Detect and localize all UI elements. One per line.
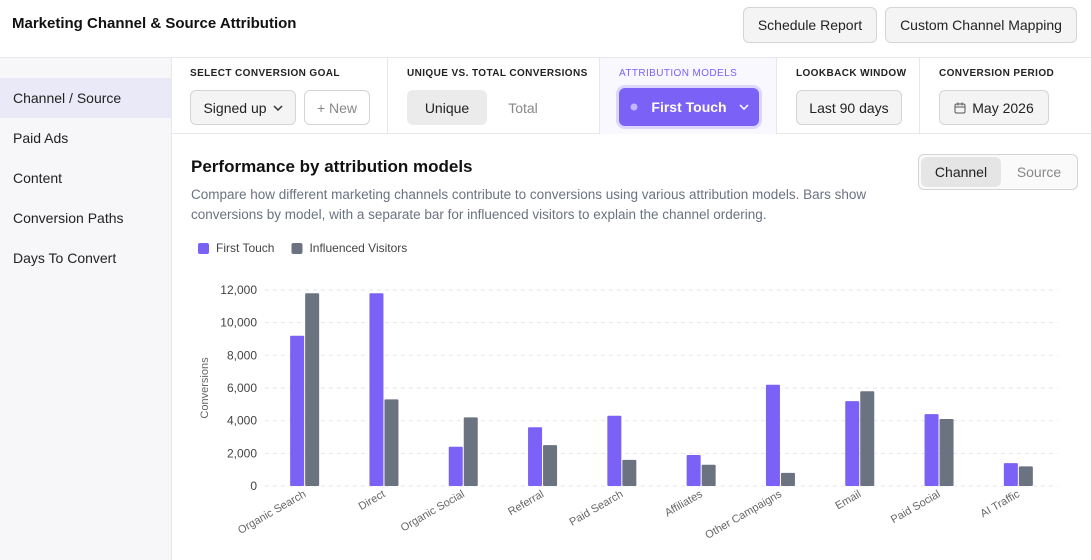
x-tick-label: Organic Search [236, 488, 308, 537]
date-picker[interactable]: May 2026 [939, 90, 1049, 125]
bar [1003, 463, 1018, 486]
bar [622, 459, 637, 486]
x-tick-label: Referral [506, 488, 546, 518]
y-tick-label: 10,000 [220, 316, 257, 330]
x-tick-label: Paid Social [889, 488, 943, 526]
y-tick-label: 4,000 [227, 414, 257, 428]
bar [1018, 466, 1033, 486]
bar [780, 472, 795, 486]
filter: LOOKBACK WINDOW Last 90 days [777, 58, 920, 134]
x-tick-label: AI Traffic [978, 488, 1022, 520]
y-tick-label: 0 [250, 479, 257, 493]
filter-label: SELECT CONVERSION GOAL [190, 68, 340, 79]
bar [290, 335, 305, 486]
dropdown[interactable]: First Touch [619, 88, 759, 126]
bar [701, 464, 716, 486]
toggle-option[interactable]: Channel [921, 157, 1001, 187]
date-text: May 2026 [972, 99, 1034, 116]
bar [528, 427, 543, 486]
y-tick-label: 2,000 [227, 446, 257, 460]
y-tick-label: 8,000 [227, 348, 257, 362]
nav-item[interactable]: Content [13, 170, 63, 186]
nav-item[interactable]: Paid Ads [13, 130, 69, 146]
x-tick-label: Affiliates [663, 488, 705, 519]
bar [845, 401, 860, 486]
calendar-icon [954, 102, 966, 113]
bar [765, 384, 780, 486]
toggle-option[interactable]: Total [508, 99, 538, 116]
dropdown-text: Signed up [203, 99, 267, 116]
bar [384, 399, 399, 486]
dropdown[interactable]: Last 90 days [796, 90, 902, 125]
nav-item[interactable]: Channel / Source [0, 78, 171, 118]
bar [369, 293, 384, 486]
x-tick-label: Paid Search [567, 488, 625, 528]
x-tick-label: Other Campaigns [703, 488, 784, 542]
panel-title: Performance by attribution models [191, 157, 473, 176]
x-tick-label: Organic Social [399, 488, 467, 534]
legend-swatch [291, 243, 303, 254]
sidebar: Channel / Source Paid Ads Content Conver… [0, 57, 172, 560]
toggle: Channel Source [918, 154, 1078, 190]
filter: ATTRIBUTION MODELS First Touch [600, 58, 777, 134]
x-tick-label: Direct [357, 488, 388, 513]
bar [939, 419, 954, 486]
bar [924, 414, 939, 486]
bar [305, 293, 320, 486]
legend-label: First Touch [216, 241, 274, 255]
nav-item[interactable]: Conversion Paths [13, 210, 124, 226]
legend-swatch [198, 243, 209, 254]
chevron [273, 104, 283, 111]
chevron [739, 104, 749, 110]
y-axis-label: Conversions [199, 357, 211, 419]
filter: UNIQUE VS. TOTAL CONVERSIONS Unique Tota… [388, 58, 600, 134]
filter-label: ATTRIBUTION MODELS [619, 68, 738, 79]
bar [463, 417, 478, 486]
bar [543, 445, 558, 486]
filter-label: CONVERSION PERIOD [939, 68, 1055, 79]
y-tick-label: 6,000 [227, 381, 257, 395]
dropdown-text: First Touch [651, 99, 727, 115]
bar [607, 415, 622, 486]
filter: SELECT CONVERSION GOAL Signed up + New [172, 58, 388, 134]
filter: CONVERSION PERIOD May 2026 [920, 58, 1091, 134]
button[interactable]: Schedule Report [743, 7, 877, 43]
x-tick-label: Email [833, 488, 863, 512]
bar [860, 391, 875, 486]
toggle-option[interactable]: Unique [407, 90, 487, 125]
bar [448, 446, 463, 486]
filter-label: UNIQUE VS. TOTAL CONVERSIONS [407, 68, 588, 79]
toggle-option[interactable]: Source [1016, 164, 1062, 180]
dot [630, 103, 638, 111]
dropdown[interactable]: Signed up [190, 90, 296, 125]
button[interactable]: + New [304, 90, 370, 125]
button[interactable]: Custom Channel Mapping [885, 7, 1077, 43]
nav-item[interactable]: Days To Convert [13, 250, 117, 266]
page-title: Marketing Channel & Source Attribution [12, 15, 297, 32]
y-tick-label: 12,000 [220, 283, 257, 297]
bar [686, 454, 701, 486]
filter-label: LOOKBACK WINDOW [796, 68, 907, 79]
filter-bar: SELECT CONVERSION GOAL Signed up + New U… [172, 57, 1091, 134]
legend-label: Influenced Visitors [309, 241, 407, 255]
panel-description: Compare how different marketing channels… [191, 187, 867, 222]
